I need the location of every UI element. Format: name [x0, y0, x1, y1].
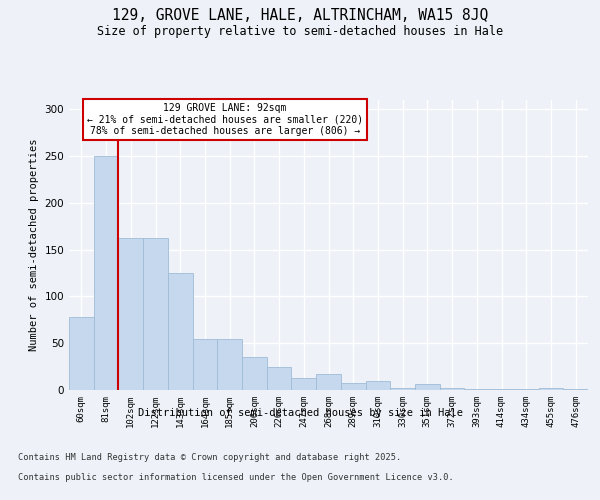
Bar [168, 273, 193, 390]
Bar [440, 388, 464, 390]
Bar [292, 378, 316, 390]
Y-axis label: Number of semi-detached properties: Number of semi-detached properties [29, 138, 39, 352]
Bar [69, 317, 94, 390]
Bar [143, 238, 168, 390]
Bar [242, 358, 267, 390]
Bar [316, 374, 341, 390]
Bar [365, 380, 390, 390]
Bar [489, 389, 514, 390]
Bar [390, 388, 415, 390]
Bar [341, 382, 365, 390]
Bar [539, 388, 563, 390]
Bar [193, 338, 217, 390]
Text: Contains public sector information licensed under the Open Government Licence v3: Contains public sector information licen… [18, 472, 454, 482]
Text: Contains HM Land Registry data © Crown copyright and database right 2025.: Contains HM Land Registry data © Crown c… [18, 452, 401, 462]
Bar [118, 238, 143, 390]
Text: Distribution of semi-detached houses by size in Hale: Distribution of semi-detached houses by … [137, 408, 463, 418]
Text: Size of property relative to semi-detached houses in Hale: Size of property relative to semi-detach… [97, 25, 503, 38]
Bar [464, 389, 489, 390]
Bar [563, 389, 588, 390]
Bar [514, 389, 539, 390]
Bar [94, 156, 118, 390]
Text: 129, GROVE LANE, HALE, ALTRINCHAM, WA15 8JQ: 129, GROVE LANE, HALE, ALTRINCHAM, WA15 … [112, 8, 488, 22]
Bar [267, 366, 292, 390]
Text: 129 GROVE LANE: 92sqm
← 21% of semi-detached houses are smaller (220)
78% of sem: 129 GROVE LANE: 92sqm ← 21% of semi-deta… [86, 103, 363, 136]
Bar [217, 338, 242, 390]
Bar [415, 384, 440, 390]
